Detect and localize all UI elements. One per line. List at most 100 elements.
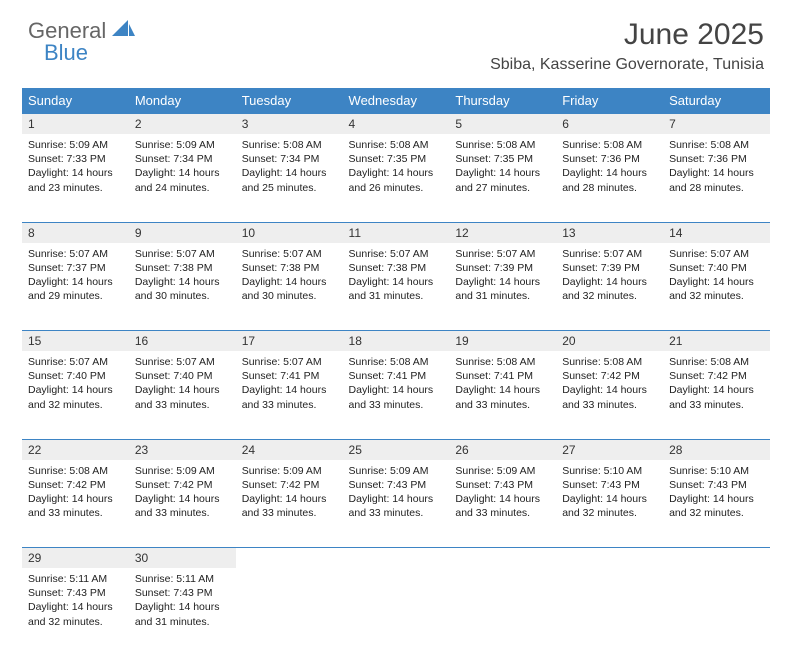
day-number: 25 — [343, 440, 450, 460]
day-cell: Sunrise: 5:07 AMSunset: 7:38 PMDaylight:… — [236, 243, 343, 310]
calendar-table: Sunday Monday Tuesday Wednesday Thursday… — [22, 88, 770, 656]
sunset-line: Sunset: 7:40 PM — [135, 369, 230, 383]
day-number: 5 — [449, 114, 556, 134]
sunset-line: Sunset: 7:42 PM — [135, 478, 230, 492]
day-cell: Sunrise: 5:09 AMSunset: 7:43 PMDaylight:… — [449, 460, 556, 527]
sunrise-line: Sunrise: 5:07 AM — [562, 247, 657, 261]
day-cell: Sunrise: 5:08 AMSunset: 7:42 PMDaylight:… — [22, 460, 129, 527]
day-cell: Sunrise: 5:08 AMSunset: 7:42 PMDaylight:… — [663, 351, 770, 418]
daylight-line: Daylight: 14 hours and 26 minutes. — [349, 166, 444, 194]
sunset-line: Sunset: 7:43 PM — [562, 478, 657, 492]
sunset-line: Sunset: 7:37 PM — [28, 261, 123, 275]
day-cell: Sunrise: 5:10 AMSunset: 7:43 PMDaylight:… — [556, 460, 663, 527]
sunrise-line: Sunrise: 5:08 AM — [669, 138, 764, 152]
sunrise-line: Sunrise: 5:07 AM — [669, 247, 764, 261]
sunrise-line: Sunrise: 5:09 AM — [28, 138, 123, 152]
sunrise-line: Sunrise: 5:07 AM — [349, 247, 444, 261]
daylight-line: Daylight: 14 hours and 32 minutes. — [562, 492, 657, 520]
day-number: 12 — [449, 223, 556, 243]
sunset-line: Sunset: 7:40 PM — [28, 369, 123, 383]
sunrise-line: Sunrise: 5:09 AM — [349, 464, 444, 478]
daylight-line: Daylight: 14 hours and 31 minutes. — [455, 275, 550, 303]
day-number: 30 — [129, 548, 236, 568]
sunset-line: Sunset: 7:36 PM — [669, 152, 764, 166]
daylight-line: Daylight: 14 hours and 33 minutes. — [135, 492, 230, 520]
daylight-line: Daylight: 14 hours and 32 minutes. — [669, 492, 764, 520]
sunset-line: Sunset: 7:42 PM — [562, 369, 657, 383]
week-row: Sunrise: 5:09 AMSunset: 7:33 PMDaylight:… — [22, 134, 770, 222]
sunrise-line: Sunrise: 5:09 AM — [455, 464, 550, 478]
sunset-line: Sunset: 7:38 PM — [242, 261, 337, 275]
weekday-header: Tuesday — [236, 88, 343, 114]
daylight-line: Daylight: 14 hours and 33 minutes. — [135, 383, 230, 411]
sunset-line: Sunset: 7:34 PM — [135, 152, 230, 166]
location-text: Sbiba, Kasserine Governorate, Tunisia — [490, 56, 764, 74]
daylight-line: Daylight: 14 hours and 32 minutes. — [28, 600, 123, 628]
daylight-line: Daylight: 14 hours and 30 minutes. — [135, 275, 230, 303]
daylight-line: Daylight: 14 hours and 25 minutes. — [242, 166, 337, 194]
day-cell: Sunrise: 5:07 AMSunset: 7:39 PMDaylight:… — [556, 243, 663, 310]
day-number: 1 — [22, 114, 129, 134]
sunset-line: Sunset: 7:42 PM — [242, 478, 337, 492]
daylight-line: Daylight: 14 hours and 33 minutes. — [242, 383, 337, 411]
sunset-line: Sunset: 7:39 PM — [562, 261, 657, 275]
sunset-line: Sunset: 7:41 PM — [349, 369, 444, 383]
sunrise-line: Sunrise: 5:07 AM — [28, 247, 123, 261]
day-number: 2 — [129, 114, 236, 134]
sunrise-line: Sunrise: 5:08 AM — [562, 138, 657, 152]
daylight-line: Daylight: 14 hours and 24 minutes. — [135, 166, 230, 194]
day-number: 24 — [236, 440, 343, 460]
day-number: 26 — [449, 440, 556, 460]
day-cell: Sunrise: 5:07 AMSunset: 7:37 PMDaylight:… — [22, 243, 129, 310]
sunset-line: Sunset: 7:36 PM — [562, 152, 657, 166]
day-cell: Sunrise: 5:09 AMSunset: 7:33 PMDaylight:… — [22, 134, 129, 201]
sunrise-line: Sunrise: 5:08 AM — [349, 355, 444, 369]
daylight-line: Daylight: 14 hours and 33 minutes. — [669, 383, 764, 411]
day-number: 28 — [663, 440, 770, 460]
daylight-line: Daylight: 14 hours and 32 minutes. — [562, 275, 657, 303]
sunset-line: Sunset: 7:39 PM — [455, 261, 550, 275]
week-row: Sunrise: 5:07 AMSunset: 7:40 PMDaylight:… — [22, 351, 770, 439]
daynum-row: 2930 — [22, 548, 770, 569]
sunset-line: Sunset: 7:42 PM — [28, 478, 123, 492]
week-row: Sunrise: 5:07 AMSunset: 7:37 PMDaylight:… — [22, 243, 770, 331]
day-number: 17 — [236, 331, 343, 351]
day-cell: Sunrise: 5:08 AMSunset: 7:42 PMDaylight:… — [556, 351, 663, 418]
day-cell: Sunrise: 5:08 AMSunset: 7:35 PMDaylight:… — [343, 134, 450, 201]
daylight-line: Daylight: 14 hours and 33 minutes. — [349, 492, 444, 520]
daynum-row: 15161718192021 — [22, 331, 770, 352]
sunset-line: Sunset: 7:35 PM — [349, 152, 444, 166]
day-number: 8 — [22, 223, 129, 243]
calendar-body: 1234567Sunrise: 5:09 AMSunset: 7:33 PMDa… — [22, 114, 770, 656]
daylight-line: Daylight: 14 hours and 30 minutes. — [242, 275, 337, 303]
sunrise-line: Sunrise: 5:08 AM — [562, 355, 657, 369]
month-title: June 2025 — [490, 18, 764, 52]
weekday-header: Monday — [129, 88, 236, 114]
week-row: Sunrise: 5:08 AMSunset: 7:42 PMDaylight:… — [22, 460, 770, 548]
daylight-line: Daylight: 14 hours and 32 minutes. — [669, 275, 764, 303]
day-number: 19 — [449, 331, 556, 351]
day-number: 29 — [22, 548, 129, 568]
sunset-line: Sunset: 7:38 PM — [135, 261, 230, 275]
day-cell: Sunrise: 5:07 AMSunset: 7:38 PMDaylight:… — [343, 243, 450, 310]
sunset-line: Sunset: 7:43 PM — [349, 478, 444, 492]
day-cell: Sunrise: 5:08 AMSunset: 7:41 PMDaylight:… — [449, 351, 556, 418]
day-cell: Sunrise: 5:07 AMSunset: 7:38 PMDaylight:… — [129, 243, 236, 310]
daylight-line: Daylight: 14 hours and 32 minutes. — [28, 383, 123, 411]
day-cell: Sunrise: 5:08 AMSunset: 7:36 PMDaylight:… — [663, 134, 770, 201]
daylight-line: Daylight: 14 hours and 27 minutes. — [455, 166, 550, 194]
daylight-line: Daylight: 14 hours and 33 minutes. — [562, 383, 657, 411]
day-cell: Sunrise: 5:08 AMSunset: 7:34 PMDaylight:… — [236, 134, 343, 201]
daylight-line: Daylight: 14 hours and 33 minutes. — [242, 492, 337, 520]
sunrise-line: Sunrise: 5:10 AM — [669, 464, 764, 478]
sunset-line: Sunset: 7:35 PM — [455, 152, 550, 166]
sunrise-line: Sunrise: 5:09 AM — [135, 138, 230, 152]
day-cell: Sunrise: 5:09 AMSunset: 7:42 PMDaylight:… — [129, 460, 236, 527]
weekday-header: Saturday — [663, 88, 770, 114]
day-number: 10 — [236, 223, 343, 243]
daylight-line: Daylight: 14 hours and 33 minutes. — [28, 492, 123, 520]
sunrise-line: Sunrise: 5:08 AM — [455, 355, 550, 369]
sunset-line: Sunset: 7:43 PM — [135, 586, 230, 600]
day-number: 23 — [129, 440, 236, 460]
sunrise-line: Sunrise: 5:07 AM — [455, 247, 550, 261]
